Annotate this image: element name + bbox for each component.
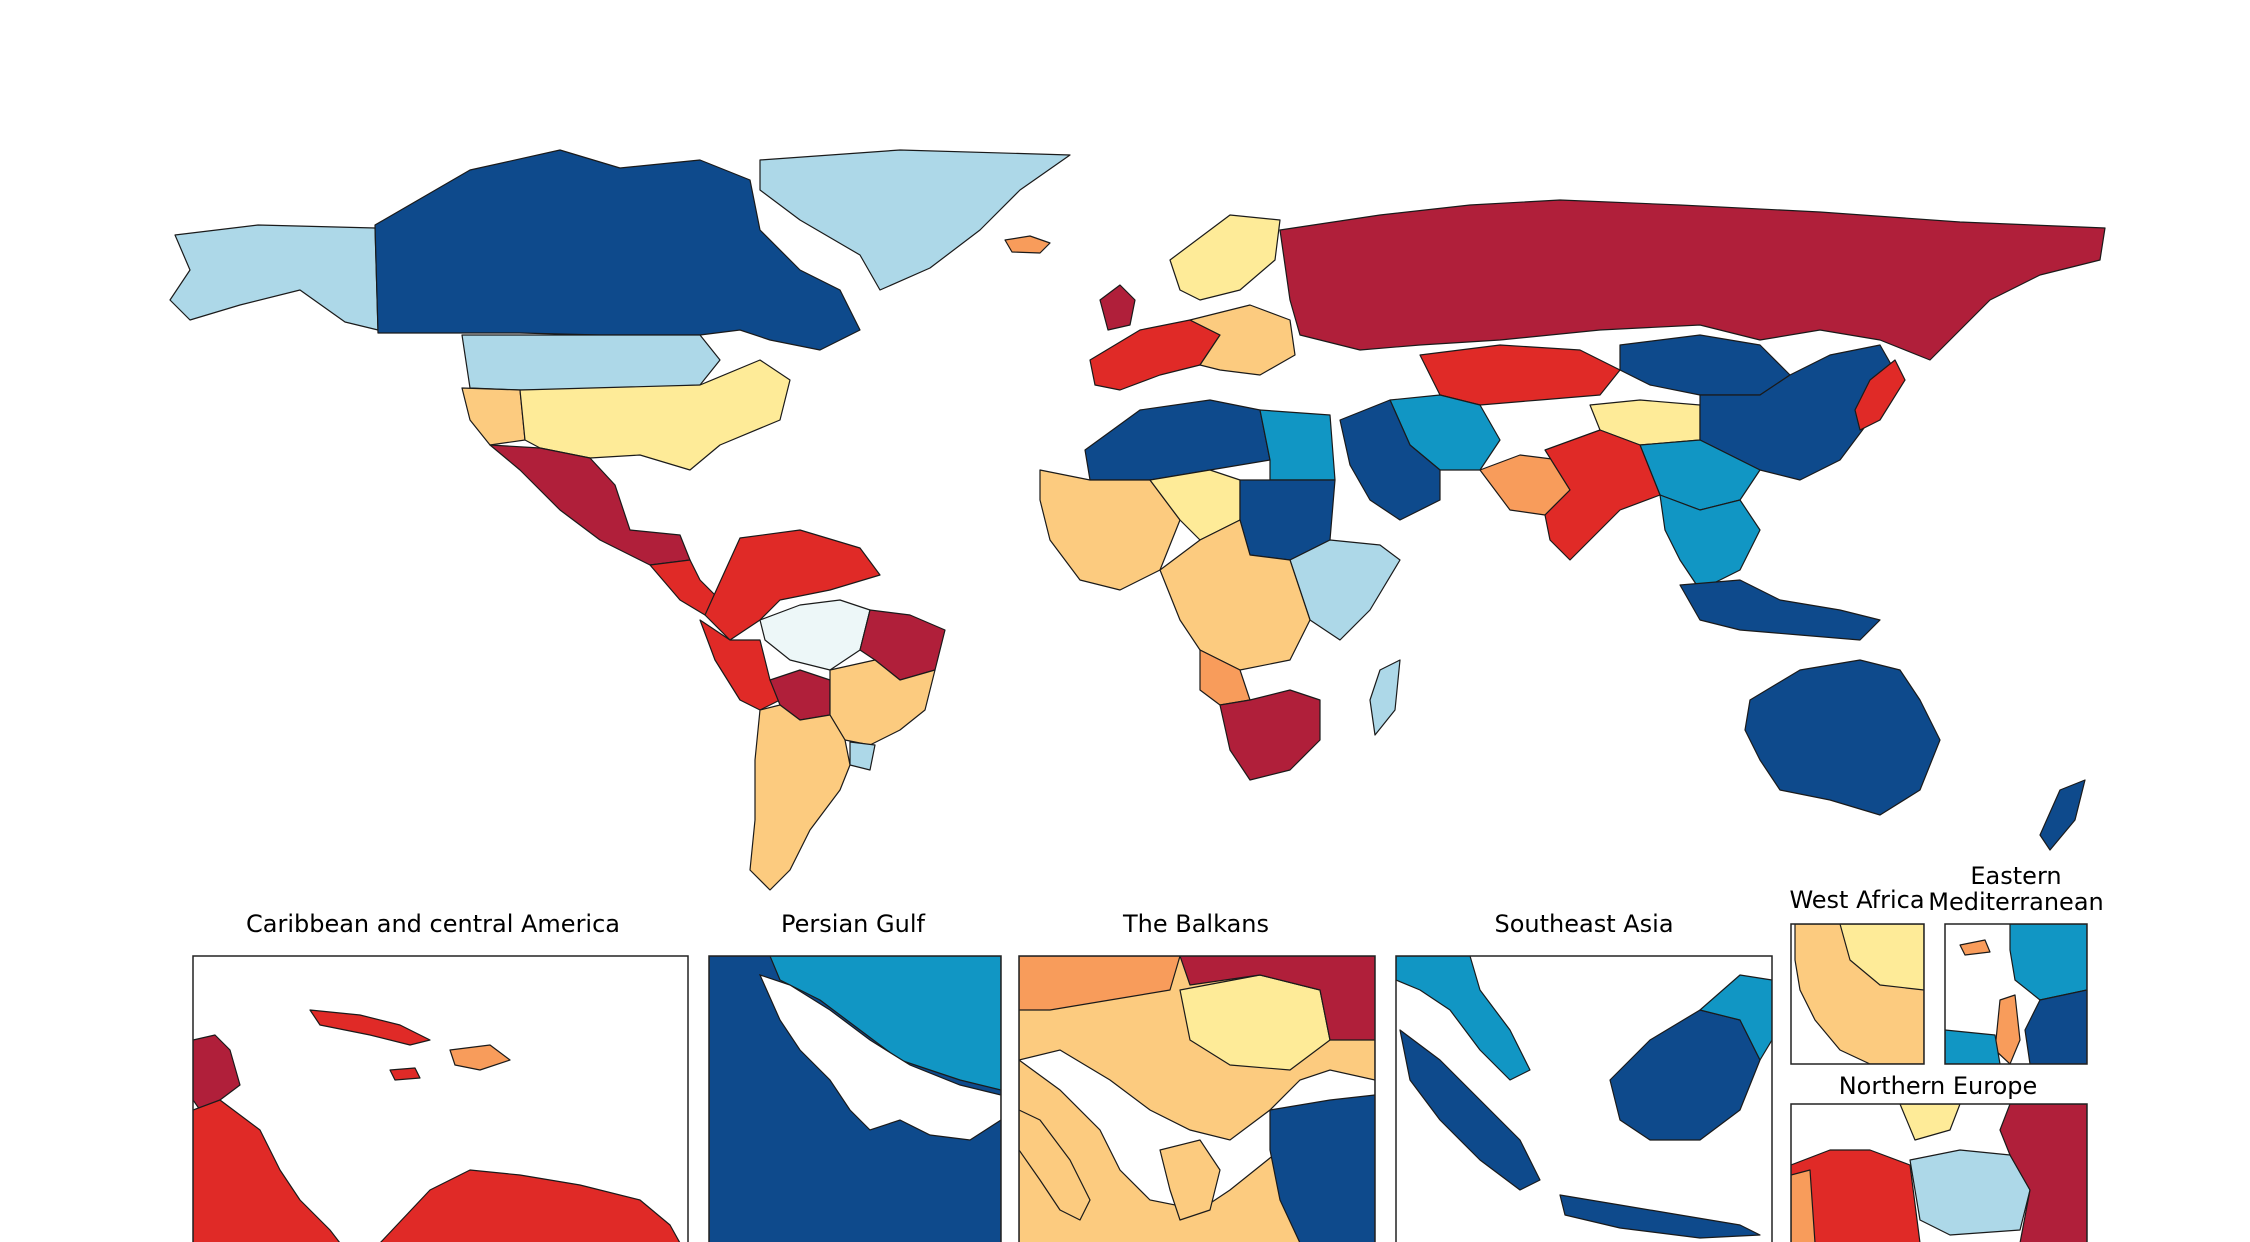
inset-title-eastern-med-line1: Eastern xyxy=(1970,862,2061,890)
inset-northern-europe-germany xyxy=(1791,1149,1921,1242)
region-uk xyxy=(1099,284,1136,331)
inset-balkans-turkey xyxy=(1269,1094,1375,1242)
inset-southeast-asia-sabah xyxy=(1699,974,1772,1061)
region-india xyxy=(1544,429,1661,561)
region-scandinavia xyxy=(1169,214,1281,301)
region-argentina-chile xyxy=(749,704,851,891)
inset-persian-gulf-water xyxy=(758,974,1001,1141)
inset-frame-northern-europe xyxy=(1790,1103,2088,1242)
inset-frame-caribbean xyxy=(192,955,689,1242)
inset-northern-europe-netherlands xyxy=(1791,1169,1816,1242)
inset-northern-europe: Northern Europe xyxy=(1790,1072,2088,1242)
inset-eastern-med-cyprus xyxy=(1959,939,1991,956)
inset-balkans: The Balkans xyxy=(1018,910,1376,1242)
inset-title-northern-europe: Northern Europe xyxy=(1839,1072,2038,1100)
region-usa-west xyxy=(461,387,526,446)
region-new-zealand xyxy=(2039,779,2086,851)
region-alaska xyxy=(169,224,379,331)
inset-southeast-asia-sumatra xyxy=(1399,1029,1541,1191)
inset-title-balkans: The Balkans xyxy=(1122,910,1269,938)
region-mongolia xyxy=(1619,334,1791,396)
inset-frame-west-africa xyxy=(1790,923,1925,1065)
inset-caribbean-mexico xyxy=(193,1034,241,1111)
inset-frame-southeast-asia xyxy=(1395,955,1773,1242)
inset-title-southeast-asia: Southeast Asia xyxy=(1494,910,1673,938)
region-uruguay xyxy=(849,741,876,771)
region-australia xyxy=(1744,659,1941,816)
inset-balkans-sea xyxy=(1019,1049,1375,1211)
inset-frame-eastern-med xyxy=(1944,923,2088,1065)
inset-northern-europe-baltics xyxy=(1999,1104,2087,1242)
region-colombia-venezuela xyxy=(704,529,881,641)
inset-caribbean-central-america xyxy=(193,1099,340,1242)
inset-balkans-greece xyxy=(1159,1139,1221,1221)
region-indonesia xyxy=(1679,579,1881,641)
inset-southeast-asia: Southeast Asia xyxy=(1395,910,1773,1242)
region-greenland xyxy=(759,149,1071,291)
inset-northern-europe-sweden xyxy=(1899,1104,1961,1141)
region-mexico xyxy=(489,444,691,566)
inset-frame-persian-gulf xyxy=(708,955,1002,1242)
region-southern-africa xyxy=(1219,689,1321,781)
region-central-asia xyxy=(1419,344,1621,406)
inset-title-persian-gulf: Persian Gulf xyxy=(781,910,925,938)
inset-southeast-asia-java xyxy=(1559,1194,1761,1239)
region-west-africa xyxy=(1039,469,1181,591)
inset-northern-europe-poland xyxy=(1909,1149,2031,1236)
region-central-europe xyxy=(1189,304,1296,376)
inset-balkans-italy xyxy=(1019,1109,1091,1221)
inset-west-africa: West Africa xyxy=(1789,886,1925,1065)
main-map xyxy=(169,149,2106,891)
inset-caribbean-cuba xyxy=(309,1009,431,1046)
inset-title-west-africa: West Africa xyxy=(1789,886,1924,914)
inset-caribbean-jamaica xyxy=(389,1067,421,1081)
region-western-europe xyxy=(1089,319,1221,391)
inset-southeast-asia-borneo xyxy=(1609,1009,1761,1141)
region-egypt xyxy=(1259,409,1336,481)
inset-balkans-austria xyxy=(1019,956,1181,1011)
inset-persian-gulf: Persian Gulf xyxy=(708,910,1002,1242)
region-north-africa xyxy=(1084,399,1271,481)
region-arabia xyxy=(1339,399,1441,521)
inset-title-eastern-med-line2: Mediterranean xyxy=(1928,888,2103,916)
inset-eastern-med-syria xyxy=(2009,924,2087,1001)
inset-eastern-med-iraq xyxy=(2024,989,2087,1064)
region-japan xyxy=(1854,359,1906,431)
inset-west-africa-mali xyxy=(1839,924,1924,991)
region-southeast-asia xyxy=(1659,494,1761,591)
inset-balkans-ukraine xyxy=(1179,956,1375,1041)
inset-eastern-med-egypt xyxy=(1945,1029,2001,1064)
inset-caribbean-hispaniola xyxy=(449,1044,511,1071)
inset-eastern-med: Eastern Mediterranean xyxy=(1928,862,2104,1065)
region-madagascar xyxy=(1369,659,1401,736)
inset-caribbean: Caribbean and central America xyxy=(192,910,689,1242)
inset-title-caribbean: Caribbean and central America xyxy=(246,910,620,938)
inset-caribbean-south-america xyxy=(380,1169,681,1242)
region-usa-south xyxy=(519,359,791,471)
region-central-africa xyxy=(1159,519,1311,671)
region-usa-north xyxy=(461,334,721,391)
region-russia xyxy=(1279,199,2106,361)
region-east-africa xyxy=(1289,539,1401,641)
region-brazil-north xyxy=(759,599,871,671)
region-iceland xyxy=(1004,235,1051,254)
inset-frame-balkans xyxy=(1018,955,1376,1242)
inset-southeast-asia-malaysia xyxy=(1396,956,1531,1081)
